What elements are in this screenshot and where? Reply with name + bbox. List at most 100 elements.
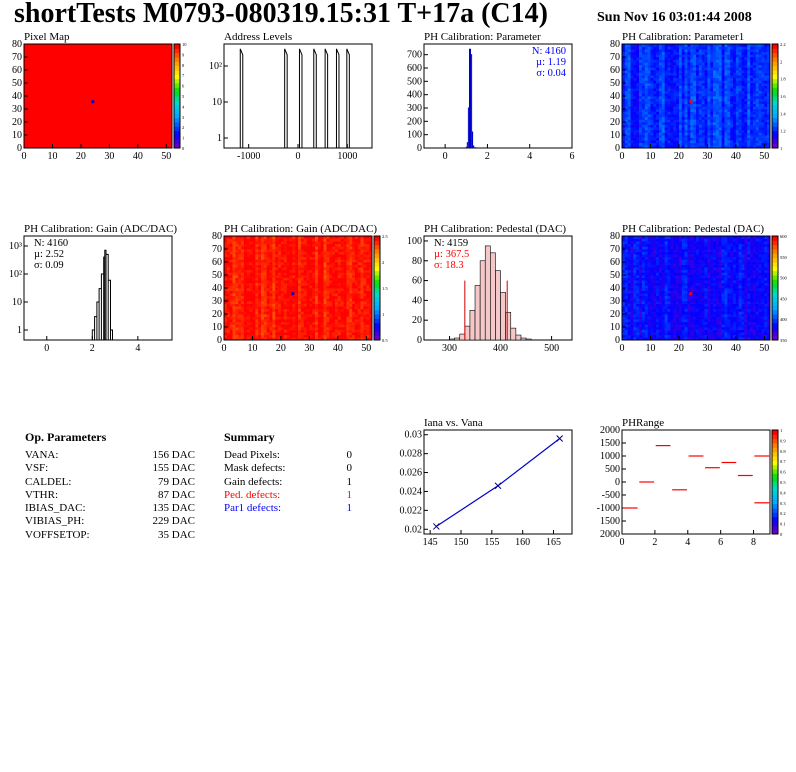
heatmap-cell xyxy=(678,59,683,63)
heatmap-cell xyxy=(292,267,296,271)
heatmap-cell xyxy=(280,275,285,278)
heatmap-cell xyxy=(730,106,734,110)
heatmap-cell xyxy=(764,49,768,53)
heatmap-cell xyxy=(289,324,293,328)
heatmap-cell xyxy=(673,116,677,120)
heatmap-cell xyxy=(667,88,671,92)
heatmap-cell xyxy=(764,327,768,330)
heatmap-cell xyxy=(696,332,700,336)
heatmap-cell xyxy=(235,288,239,291)
heatmap-cell xyxy=(340,337,344,341)
heatmap-cell xyxy=(724,127,728,131)
heatmap-cell xyxy=(235,327,239,330)
heatmap-cell xyxy=(673,46,677,50)
heatmap-cell xyxy=(687,72,691,76)
heatmap-cell xyxy=(340,293,344,297)
heatmap-cell xyxy=(710,321,714,325)
heatmap-cell xyxy=(767,327,771,330)
heatmap-cell xyxy=(229,238,233,242)
heatmap-cell xyxy=(243,262,248,265)
heatmap-cell xyxy=(710,135,714,138)
heatmap-cell xyxy=(622,337,626,341)
heatmap-cell xyxy=(633,93,637,97)
heatmap-cell xyxy=(255,311,259,315)
heatmap-cell xyxy=(329,254,333,258)
heatmap-cell xyxy=(369,238,373,242)
heatmap-cell xyxy=(744,51,748,55)
heatmap-cell xyxy=(659,314,663,317)
heatmap-cell xyxy=(764,44,768,47)
heatmap-cell xyxy=(767,137,771,141)
heatmap-cell xyxy=(701,51,705,55)
heatmap-cell xyxy=(283,280,287,284)
heatmap-cell xyxy=(243,316,248,320)
heatmap-cell xyxy=(306,314,310,317)
heatmap-cell xyxy=(226,327,230,330)
heatmap-cell xyxy=(670,127,674,131)
heatmap-cell xyxy=(252,277,256,281)
heatmap-cell xyxy=(337,267,341,271)
heatmap-cell xyxy=(289,298,293,302)
heatmap-cell xyxy=(636,44,640,47)
heatmap-cell xyxy=(698,129,702,133)
heatmap-cell xyxy=(303,295,307,299)
heatmap-cell xyxy=(226,243,230,247)
heatmap-cell xyxy=(636,101,640,105)
heatmap-cell xyxy=(261,319,265,323)
heatmap-cell xyxy=(670,109,674,112)
heatmap-cell xyxy=(730,145,734,149)
heatmap-cell xyxy=(624,127,628,131)
color-scale-cell xyxy=(174,100,180,106)
heatmap-cell xyxy=(752,116,757,120)
heatmap-cell xyxy=(681,96,685,99)
heatmap-cell xyxy=(693,77,697,81)
heatmap-cell xyxy=(747,145,751,149)
heatmap-cell xyxy=(261,277,265,281)
heatmap-cell xyxy=(235,246,239,250)
heatmap-cell xyxy=(767,135,771,138)
heatmap-cell xyxy=(676,114,680,118)
heatmap-cell xyxy=(352,269,356,273)
heatmap-cell xyxy=(624,83,628,86)
heatmap-cell xyxy=(280,301,285,304)
heatmap-cell xyxy=(664,93,668,97)
heatmap-cell xyxy=(252,321,256,325)
heatmap-cell xyxy=(730,319,734,323)
heatmap-cell xyxy=(747,101,751,105)
heatmap-cell xyxy=(252,272,256,276)
heatmap-cell xyxy=(224,308,228,312)
heatmap-cell xyxy=(357,329,361,333)
heatmap-cell xyxy=(724,80,728,84)
heatmap-cell xyxy=(696,103,700,107)
stats-entries: N: 4160 xyxy=(34,238,68,249)
heatmap-cell xyxy=(292,243,296,247)
heatmap-cell xyxy=(315,262,319,265)
heatmap-cell xyxy=(332,241,336,245)
heatmap-cell xyxy=(701,324,705,328)
heatmap-cell xyxy=(340,269,344,273)
heatmap-cell xyxy=(715,67,720,71)
heatmap-cell xyxy=(323,306,327,310)
heatmap-cell xyxy=(272,321,276,325)
heatmap-cell xyxy=(622,122,626,125)
heatmap-cell xyxy=(701,129,705,133)
heatmap-cell xyxy=(269,264,273,268)
heatmap-cell xyxy=(650,324,654,328)
heatmap-cell xyxy=(354,285,359,289)
heatmap-cell xyxy=(684,72,688,76)
heatmap-cell xyxy=(363,301,367,304)
heatmap-cell xyxy=(678,122,683,125)
heatmap-cell xyxy=(633,332,637,336)
heatmap-cell xyxy=(755,316,759,320)
heatmap-cell xyxy=(735,67,739,71)
heatmap-cell xyxy=(687,327,691,330)
heatmap-cell xyxy=(323,256,327,260)
heatmap-cell xyxy=(289,277,293,281)
heatmap-cell xyxy=(630,111,634,115)
heatmap-cell xyxy=(644,67,648,71)
heatmap-cell xyxy=(701,103,705,107)
heatmap-cell xyxy=(337,238,341,242)
heatmap-cell xyxy=(289,241,293,245)
heatmap-cell xyxy=(298,275,302,278)
heatmap-cell xyxy=(232,290,236,294)
